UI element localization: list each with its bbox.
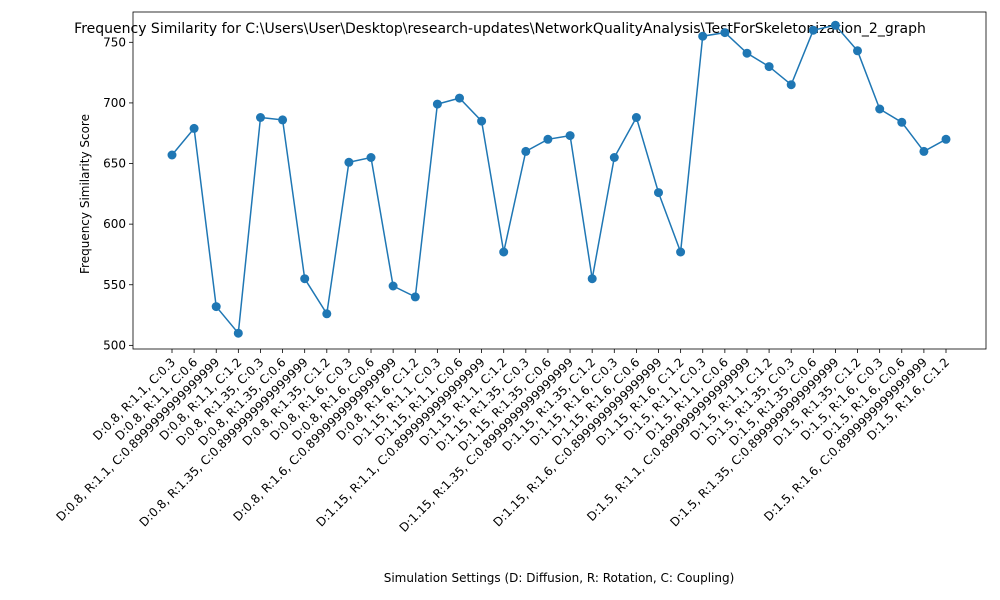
data-point — [654, 188, 663, 198]
x-axis-label: Simulation Settings (D: Diffusion, R: Ro… — [384, 571, 735, 585]
y-axis-label: Frequency Similarity Score — [78, 114, 92, 274]
data-point — [211, 302, 221, 312]
data-point — [919, 146, 929, 156]
data-point — [698, 31, 708, 41]
data-point — [631, 113, 641, 122]
y-tick-label: 600 — [103, 217, 126, 231]
data-point — [830, 20, 840, 30]
data-point — [742, 48, 752, 58]
series-line — [171, 24, 947, 336]
y-tick-label: 500 — [103, 338, 126, 352]
data-point — [455, 93, 464, 103]
data-point — [853, 46, 862, 56]
data-point — [167, 150, 177, 160]
data-point — [477, 116, 487, 126]
data-point — [366, 153, 376, 162]
data-point — [521, 146, 531, 156]
data-point — [410, 292, 420, 302]
chart-title: Frequency Similarity for C:\Users\User\D… — [74, 21, 926, 37]
x-axis-ticks: D:0.8, R:1.1, C:0.3D:0.8, R:1.1, C:0.6D:… — [54, 349, 952, 535]
data-point — [875, 104, 885, 114]
plot-frame — [132, 11, 987, 350]
data-point — [897, 117, 907, 127]
data-point — [388, 281, 398, 291]
data-point — [565, 131, 575, 141]
data-point — [344, 157, 354, 167]
data-point — [432, 99, 442, 109]
data-point — [189, 123, 199, 133]
data-point — [543, 134, 553, 144]
y-tick-label: 550 — [103, 278, 126, 292]
data-point — [941, 134, 951, 144]
y-tick-label: 650 — [103, 157, 126, 171]
data-point — [676, 247, 686, 257]
data-point — [499, 247, 509, 257]
data-point — [233, 328, 243, 338]
y-axis-ticks: 500 550 600 650 700 750 — [103, 35, 133, 352]
data-point — [256, 113, 265, 122]
data-point — [609, 153, 619, 162]
data-point — [720, 28, 730, 38]
data-point — [764, 62, 774, 72]
data-point — [322, 309, 332, 319]
data-points — [167, 20, 951, 338]
data-point — [786, 80, 796, 90]
data-point — [278, 115, 288, 125]
data-point — [808, 25, 818, 35]
y-tick-label: 700 — [103, 96, 126, 110]
y-tick-label: 750 — [103, 35, 126, 49]
data-point — [300, 274, 310, 284]
data-point — [587, 274, 597, 284]
